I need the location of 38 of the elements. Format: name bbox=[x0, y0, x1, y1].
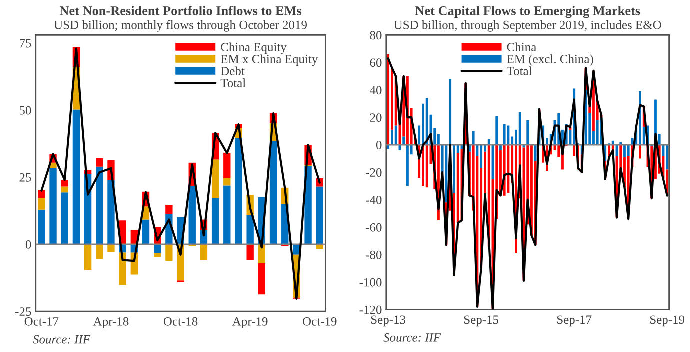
y-tick-label: -100 bbox=[360, 278, 382, 287]
y-tick-label: 0 bbox=[26, 240, 32, 249]
source-note: Source: IIF bbox=[33, 335, 91, 344]
y-tick-label: 75 bbox=[20, 39, 32, 48]
y-tick-label: 25 bbox=[20, 173, 32, 182]
legend-label: China bbox=[507, 42, 536, 52]
source-note: Source: IIF bbox=[384, 333, 442, 342]
x-tick-label: Oct-19 bbox=[303, 317, 337, 326]
legend-label: Total bbox=[507, 66, 532, 76]
legend-label: EM x China Equity bbox=[220, 54, 318, 66]
y-tick-label: -60 bbox=[366, 223, 382, 232]
x-tick-label: Apr-18 bbox=[93, 317, 129, 328]
x-tick-label: Sep-15 bbox=[464, 316, 499, 327]
y-tick-label: -80 bbox=[366, 250, 382, 260]
legend-label: Debt bbox=[220, 66, 245, 76]
legend-label: EM (excl. China) bbox=[507, 54, 594, 66]
y-tick-label: 20 bbox=[370, 114, 382, 122]
x-tick-label: Sep-17 bbox=[557, 316, 592, 327]
y-tick-label: -20 bbox=[366, 168, 382, 177]
x-tick-label: Sep-19 bbox=[650, 316, 685, 327]
x-tick-label: Sep-13 bbox=[371, 316, 406, 327]
y-tick-label: 80 bbox=[370, 31, 382, 40]
chart-title: Net Capital Flows to Emerging Markets bbox=[415, 6, 640, 18]
legend-label: Total bbox=[220, 78, 246, 88]
y-tick-label: 50 bbox=[20, 106, 32, 115]
y-tick-label: -25 bbox=[16, 308, 32, 316]
x-tick-label: Apr-19 bbox=[232, 317, 268, 328]
y-tick-label: -40 bbox=[366, 196, 382, 204]
y-tick-label: 0 bbox=[376, 141, 382, 150]
legend-label: China Equity bbox=[221, 42, 287, 54]
y-tick-label: 60 bbox=[370, 58, 382, 68]
chart-subtitle: USD billion, through September 2019, includes E&O bbox=[394, 20, 662, 32]
x-tick-label: Oct-17 bbox=[24, 317, 59, 326]
chart-title: Net Non-Resident Portfolio Inflows to EMs bbox=[60, 6, 302, 16]
y-tick-label: -120 bbox=[360, 306, 382, 314]
x-tick-label: Oct-18 bbox=[164, 317, 198, 326]
chart-subtitle: USD billion; monthly flows through October 2019 bbox=[54, 20, 307, 32]
y-tick-label: 40 bbox=[370, 86, 382, 95]
